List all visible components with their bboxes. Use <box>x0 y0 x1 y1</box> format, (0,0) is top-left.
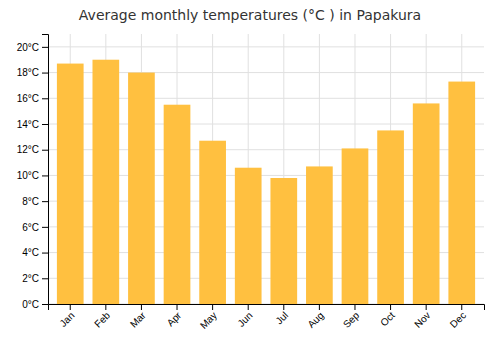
tick-label: Feb <box>92 309 112 329</box>
tick: 14°C <box>17 119 48 130</box>
tick-label: 2°C <box>22 273 39 284</box>
tick-mark <box>319 304 320 310</box>
tick: Sep <box>341 304 362 330</box>
tick-mark <box>212 304 213 310</box>
tick-mark <box>42 201 48 202</box>
chart-container: Jan Feb Mar Apr May Jun Jul Aug Sep Oct Nov Dec 0°C 2… <box>0 0 500 350</box>
tick-label: Mar <box>128 309 148 329</box>
bar <box>199 141 226 304</box>
tick-mark <box>248 304 249 310</box>
tick-label: Sep <box>341 309 362 330</box>
bar <box>306 166 333 304</box>
tick-mark <box>42 304 48 305</box>
bar <box>377 130 404 304</box>
tick-label: May <box>198 310 219 331</box>
tick-label: Jun <box>235 310 254 329</box>
tick: 6°C <box>22 222 48 233</box>
tick-mark <box>354 304 355 310</box>
tick-mark <box>70 304 71 310</box>
axis-line <box>42 35 49 305</box>
tick-label: Aug <box>305 310 325 330</box>
tick: Jun <box>235 304 254 329</box>
bar <box>413 103 440 304</box>
tick-mark <box>42 98 48 99</box>
tick-label: Apr <box>165 309 184 328</box>
tick-mark <box>283 304 284 310</box>
bar <box>164 105 191 304</box>
axis-line <box>49 305 485 311</box>
tick-label: Oct <box>378 310 397 329</box>
tick-label: Dec <box>448 310 468 330</box>
tick: 18°C <box>17 67 48 78</box>
tick-mark <box>42 47 48 48</box>
tick: Mar <box>128 304 148 330</box>
tick-label: 8°C <box>22 196 39 207</box>
tick-mark <box>105 304 106 310</box>
tick-mark <box>42 278 48 279</box>
tick: Nov <box>412 304 432 330</box>
bars <box>57 60 475 304</box>
tick: 8°C <box>22 196 48 207</box>
tick-label: 0°C <box>22 299 39 310</box>
tick-label: 6°C <box>22 222 39 233</box>
tick-label: Jul <box>273 310 290 327</box>
tick-mark <box>42 253 48 254</box>
tick: Oct <box>378 304 397 328</box>
bar <box>128 73 155 304</box>
tick-mark <box>42 73 48 74</box>
tick: 16°C <box>17 93 48 104</box>
tick: Dec <box>448 304 468 330</box>
title: Average monthly temperatures (°C ) in Pa… <box>79 7 421 23</box>
tick: Aug <box>305 304 325 330</box>
tick-mark <box>461 304 462 310</box>
tick-mark <box>42 150 48 151</box>
tick-mark <box>42 227 48 228</box>
grid-line <box>48 46 484 47</box>
tick-label: 18°C <box>17 67 39 78</box>
tick-mark <box>42 124 48 125</box>
tick: May <box>198 304 219 331</box>
tick: 10°C <box>17 170 48 181</box>
tick-label: Jan <box>57 310 76 329</box>
chart-svg: Jan Feb Mar Apr May Jun Jul Aug Sep Oct Nov Dec 0°C 2… <box>0 0 500 350</box>
tick: 12°C <box>17 144 48 155</box>
bar <box>342 148 369 304</box>
tick: Apr <box>165 304 184 328</box>
bar <box>270 178 297 304</box>
tick-mark <box>42 175 48 176</box>
tick-mark <box>141 304 142 310</box>
tick-mark <box>390 304 391 310</box>
tick-label: 20°C <box>17 42 39 53</box>
tick-label: 16°C <box>17 93 39 104</box>
tick: 0°C <box>22 299 48 310</box>
tick-mark <box>426 304 427 310</box>
tick-label: 10°C <box>17 170 39 181</box>
tick-label: 12°C <box>17 144 39 155</box>
tick-label: 14°C <box>17 119 39 130</box>
grid <box>48 34 484 304</box>
tick: 4°C <box>22 247 48 258</box>
tick-label: Nov <box>412 310 432 330</box>
tick: 20°C <box>17 42 48 53</box>
tick-mark <box>177 304 178 310</box>
tick: Jan <box>57 304 76 329</box>
tick: Jul <box>273 304 290 326</box>
x-axis: Jan Feb Mar Apr May Jun Jul Aug Sep Oct Nov Dec <box>49 304 485 331</box>
bar <box>448 82 475 304</box>
bar <box>57 64 84 304</box>
tick: Feb <box>92 304 112 330</box>
bar <box>235 168 262 304</box>
tick: 2°C <box>22 273 48 284</box>
tick-label: 4°C <box>22 247 39 258</box>
bar <box>92 60 119 304</box>
y-axis: 0°C 2°C 4°C 6°C 8°C 10°C 12°C 14°C 16°C 18°C 20°C <box>17 35 49 310</box>
